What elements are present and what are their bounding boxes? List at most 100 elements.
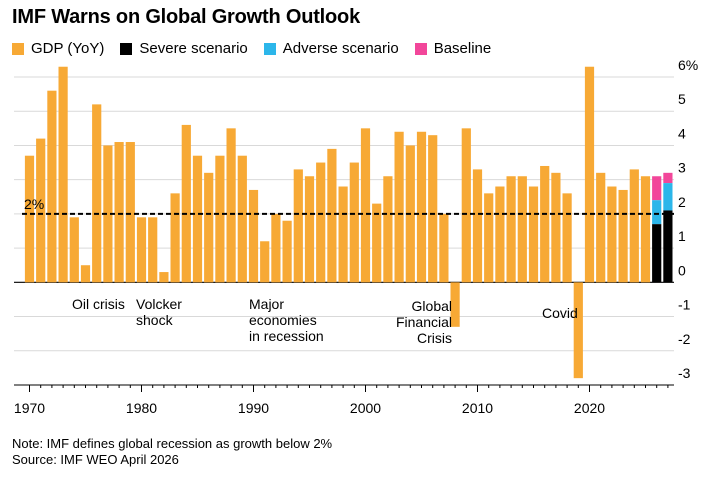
gdp-bar bbox=[282, 220, 292, 283]
gdp-bar bbox=[596, 172, 606, 283]
gdp-bar bbox=[271, 213, 281, 283]
x-tick-label: 1970 bbox=[14, 400, 45, 416]
legend-item-severe: Severe scenario bbox=[120, 40, 248, 57]
footer: Note: IMF defines global recession as gr… bbox=[12, 436, 332, 468]
gdp-bar bbox=[495, 186, 505, 283]
gdp-bar bbox=[316, 162, 326, 283]
chart-title: IMF Warns on Global Growth Outlook bbox=[12, 6, 360, 28]
gdp-bar bbox=[439, 213, 449, 283]
y-tick-label: 0 bbox=[678, 262, 686, 278]
gdp-bar bbox=[181, 124, 191, 283]
gdp-bar bbox=[80, 265, 91, 283]
x-tick-label: 2020 bbox=[574, 400, 605, 416]
x-tick-label: 1990 bbox=[238, 400, 269, 416]
y-tick-label: -3 bbox=[678, 365, 691, 381]
event-annotation: Volcker shock bbox=[136, 296, 182, 328]
legend-swatch-baseline bbox=[414, 42, 427, 55]
gdp-bar bbox=[47, 90, 57, 283]
gdp-bar bbox=[562, 193, 572, 283]
event-annotation: Covid bbox=[542, 305, 578, 321]
event-annotation-line: Volcker bbox=[136, 296, 182, 312]
event-annotation: Major economies in recession bbox=[249, 296, 324, 344]
event-annotation-line: Major bbox=[249, 296, 284, 312]
legend-item-baseline: Baseline bbox=[414, 40, 492, 57]
legend-swatch-gdp bbox=[12, 42, 24, 55]
y-tick-label: 1 bbox=[678, 228, 686, 244]
y-tick-label: -2 bbox=[678, 331, 691, 347]
gdp-bar bbox=[640, 176, 651, 283]
y-tick-label: 2 bbox=[678, 194, 686, 210]
gdp-bar bbox=[372, 203, 382, 283]
legend-label-severe: Severe scenario bbox=[139, 40, 248, 57]
gdp-bar bbox=[92, 104, 102, 283]
x-tick-label: 2000 bbox=[350, 400, 381, 416]
legend-swatch-adverse bbox=[263, 42, 276, 55]
gdp-bar bbox=[517, 176, 527, 283]
baseline-bar bbox=[652, 176, 662, 201]
gdp-bar bbox=[159, 272, 169, 283]
gdp-bar bbox=[24, 155, 35, 283]
y-tick-label: 5 bbox=[678, 91, 686, 107]
gdp-bar bbox=[484, 193, 494, 283]
gdp-bar bbox=[472, 169, 483, 283]
gdp-bar bbox=[540, 165, 550, 283]
gdp-bar bbox=[136, 217, 147, 283]
adverse-bar bbox=[652, 200, 662, 225]
gdp-bar bbox=[36, 138, 46, 283]
severe-bar bbox=[663, 210, 673, 283]
gdp-bar bbox=[237, 155, 247, 283]
gdp-bar bbox=[528, 186, 539, 283]
gdp-bar bbox=[360, 128, 371, 283]
gdp-bar bbox=[69, 217, 79, 283]
legend-item-gdp: GDP (YoY) bbox=[12, 40, 104, 57]
event-annotation: Oil crisis bbox=[72, 296, 125, 312]
recession-threshold-label: 2% bbox=[24, 196, 44, 212]
y-tick-label: -1 bbox=[678, 297, 691, 313]
baseline-bar bbox=[663, 172, 673, 184]
event-annotation-line: in recession bbox=[249, 328, 324, 344]
gdp-bar bbox=[58, 66, 68, 283]
event-annotation-line: Financial bbox=[396, 314, 452, 330]
event-annotation-line: Global bbox=[412, 298, 452, 314]
gdp-bar bbox=[125, 142, 135, 283]
y-tick-label: 6% bbox=[678, 57, 698, 73]
legend-label-adverse: Adverse scenario bbox=[282, 40, 399, 57]
event-annotation-line: shock bbox=[136, 312, 174, 328]
gdp-bar bbox=[551, 172, 561, 283]
y-tick-label: 4 bbox=[678, 125, 686, 141]
event-annotation: Global Financial Crisis bbox=[396, 298, 452, 346]
gdp-bar bbox=[461, 128, 471, 283]
gdp-bar bbox=[338, 186, 348, 283]
gdp-bar bbox=[607, 186, 617, 283]
gdp-bar bbox=[293, 169, 303, 283]
legend: GDP (YoY) Severe scenario Adverse scenar… bbox=[12, 40, 491, 57]
gdp-bar bbox=[428, 135, 438, 283]
gdp-bar bbox=[383, 176, 393, 283]
legend-label-baseline: Baseline bbox=[433, 40, 492, 57]
event-annotation-line: Covid bbox=[542, 305, 578, 321]
gdp-bar bbox=[170, 193, 180, 283]
footer-source: Source: IMF WEO April 2026 bbox=[12, 452, 179, 467]
x-tick-label: 1980 bbox=[126, 400, 157, 416]
footer-note: Note: IMF defines global recession as gr… bbox=[12, 436, 333, 451]
gdp-bar bbox=[260, 241, 270, 283]
gdp-bar bbox=[215, 155, 225, 283]
gdp-bar bbox=[204, 172, 214, 283]
gdp-bar bbox=[394, 131, 404, 283]
gdp-bar bbox=[304, 176, 315, 283]
gdp-bar bbox=[226, 128, 236, 283]
gdp-bar bbox=[103, 145, 113, 283]
legend-item-adverse: Adverse scenario bbox=[263, 40, 399, 57]
legend-label-gdp: GDP (YoY) bbox=[31, 40, 105, 57]
adverse-bar bbox=[663, 183, 673, 211]
gdp-bar bbox=[629, 169, 639, 283]
gdp-bar bbox=[450, 282, 460, 327]
event-annotation-line: Crisis bbox=[417, 330, 452, 346]
severe-bar bbox=[652, 224, 662, 283]
event-annotation-line: Oil crisis bbox=[72, 296, 125, 312]
legend-swatch-severe bbox=[120, 42, 133, 55]
gdp-bar bbox=[618, 189, 628, 283]
gdp-bar bbox=[248, 189, 259, 283]
gdp-bar bbox=[148, 217, 158, 283]
